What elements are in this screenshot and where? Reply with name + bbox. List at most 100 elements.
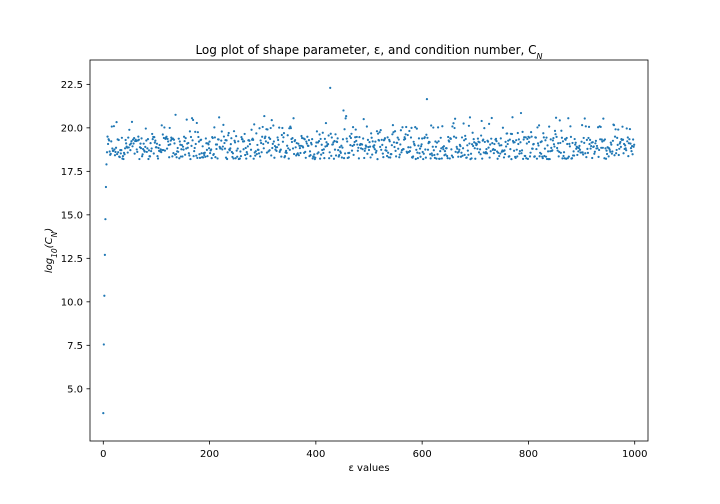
data-point	[375, 130, 379, 133]
data-point	[338, 146, 341, 149]
data-point	[355, 139, 358, 142]
data-point	[177, 150, 180, 153]
data-point	[492, 152, 495, 155]
data-point	[515, 148, 518, 151]
data-point	[425, 133, 428, 136]
data-point	[480, 134, 483, 137]
data-point	[416, 151, 419, 154]
data-point	[396, 141, 399, 144]
data-point	[174, 152, 178, 156]
data-point	[506, 142, 509, 146]
data-point	[575, 147, 578, 150]
data-point	[128, 128, 131, 131]
data-point	[543, 147, 547, 150]
data-point	[414, 157, 417, 161]
data-point	[578, 148, 582, 151]
data-point	[246, 145, 249, 148]
data-point	[137, 135, 140, 138]
data-point	[110, 140, 113, 143]
data-point	[584, 125, 587, 128]
data-point	[200, 152, 203, 155]
data-point	[428, 140, 431, 144]
data-point	[442, 145, 446, 148]
data-point	[206, 154, 209, 158]
data-point	[565, 136, 568, 140]
data-point	[409, 136, 413, 139]
data-point	[175, 156, 178, 159]
data-point	[139, 142, 142, 145]
data-point	[345, 137, 348, 140]
data-point	[336, 140, 339, 144]
data-point	[320, 143, 323, 146]
data-point	[272, 140, 275, 143]
data-point	[253, 123, 256, 126]
data-point	[188, 154, 191, 157]
data-point	[588, 138, 592, 141]
data-point	[235, 134, 238, 138]
data-point	[621, 125, 624, 128]
data-point	[257, 152, 261, 155]
data-point	[283, 155, 287, 158]
data-point	[439, 150, 442, 153]
data-point	[184, 137, 187, 140]
data-point	[201, 145, 204, 148]
data-point	[419, 155, 422, 158]
data-point	[433, 153, 436, 157]
data-point	[268, 149, 271, 152]
data-point	[436, 126, 440, 129]
data-point	[358, 136, 361, 139]
data-point	[574, 143, 577, 146]
data-point	[499, 152, 502, 155]
data-point	[317, 140, 321, 143]
data-point	[603, 138, 607, 141]
data-point	[232, 157, 235, 160]
data-point	[494, 137, 498, 140]
data-point	[476, 137, 480, 140]
data-point	[454, 150, 457, 153]
data-point	[555, 135, 558, 138]
data-point	[374, 151, 378, 154]
data-point	[480, 119, 483, 123]
data-point	[625, 149, 628, 152]
data-point	[608, 148, 611, 151]
data-point	[393, 130, 397, 133]
data-point	[317, 151, 320, 154]
data-point	[564, 138, 567, 141]
data-point	[381, 152, 384, 155]
data-point	[493, 142, 496, 146]
data-point	[365, 145, 368, 148]
data-point	[326, 143, 330, 146]
data-point	[149, 142, 152, 145]
data-point	[144, 145, 147, 148]
data-point	[189, 135, 193, 139]
data-point	[312, 155, 315, 158]
data-point	[601, 146, 604, 149]
data-point	[345, 115, 348, 118]
data-point	[457, 155, 460, 158]
data-point	[198, 153, 201, 156]
data-point	[473, 147, 476, 150]
data-point	[490, 137, 493, 140]
data-point	[483, 127, 486, 130]
data-point	[453, 126, 456, 130]
data-point	[596, 147, 599, 150]
data-point	[463, 153, 466, 156]
data-point	[378, 139, 381, 142]
data-point	[289, 127, 292, 130]
data-point	[560, 129, 563, 132]
data-point	[138, 157, 141, 161]
data-point	[577, 150, 580, 153]
data-point	[629, 142, 632, 145]
data-point	[567, 155, 570, 158]
data-point	[116, 152, 119, 156]
data-point	[570, 157, 574, 160]
data-point	[362, 137, 365, 140]
data-point	[478, 141, 481, 144]
data-point	[517, 138, 520, 141]
data-point	[349, 136, 353, 140]
data-point	[337, 149, 340, 152]
data-point	[202, 156, 205, 159]
data-point	[280, 155, 283, 158]
data-point	[509, 148, 512, 151]
data-point	[420, 143, 423, 146]
